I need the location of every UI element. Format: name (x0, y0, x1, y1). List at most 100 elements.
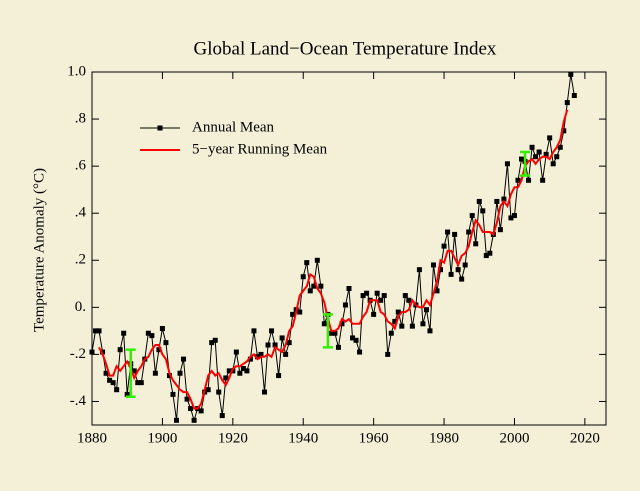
marker (374, 290, 380, 296)
uncertainty-bar (520, 150, 531, 177)
marker (519, 156, 525, 162)
marker (300, 274, 306, 280)
legend-label: 5−year Running Mean (192, 141, 328, 157)
marker (89, 349, 95, 355)
marker (497, 227, 503, 233)
marker (166, 373, 172, 379)
marker (381, 293, 387, 299)
legend-label: Annual Mean (192, 119, 275, 135)
marker (571, 93, 577, 99)
marker (173, 417, 179, 423)
marker (121, 330, 127, 336)
y-axis-label: Temperature Anomaly (°C) (31, 168, 47, 332)
marker (145, 330, 151, 336)
marker (420, 321, 426, 327)
marker (388, 330, 394, 336)
chart-title: Global Land−Ocean Temperature Index (194, 38, 497, 59)
marker (163, 340, 169, 346)
series-line (98, 109, 569, 410)
marker (131, 368, 137, 374)
y-tick-label: 1.0 (67, 63, 86, 79)
marker (304, 260, 310, 266)
marker (339, 321, 345, 327)
marker (550, 161, 556, 167)
marker (350, 335, 356, 341)
marker (138, 380, 144, 386)
marker (430, 262, 436, 268)
marker (459, 276, 465, 282)
marker (114, 387, 120, 393)
x-tick-label: 2000 (499, 430, 529, 446)
marker (360, 293, 366, 299)
marker (272, 342, 278, 348)
marker (100, 349, 106, 355)
marker (462, 262, 468, 268)
x-tick-label: 2020 (570, 430, 600, 446)
marker (353, 337, 359, 343)
marker (244, 368, 250, 374)
marker (364, 290, 370, 296)
marker (181, 356, 187, 362)
marker (543, 151, 549, 157)
marker (378, 297, 384, 303)
marker (526, 177, 532, 183)
marker (395, 309, 401, 315)
marker (149, 333, 155, 339)
marker (247, 356, 253, 362)
marker (135, 380, 141, 386)
marker (307, 288, 313, 294)
marker (279, 335, 285, 341)
plot-frame (91, 71, 607, 426)
marker (452, 231, 458, 237)
marker (335, 344, 341, 350)
marker (297, 309, 303, 315)
marker (494, 198, 500, 204)
x-tick-label: 1980 (429, 430, 459, 446)
x-tick-label: 1940 (288, 430, 318, 446)
marker (483, 253, 489, 259)
marker (205, 387, 211, 393)
marker (557, 144, 563, 150)
marker (455, 267, 461, 273)
y-tick-label: .2 (75, 252, 86, 268)
marker (311, 283, 317, 289)
marker (547, 135, 553, 141)
marker (511, 213, 517, 219)
marker (392, 318, 398, 324)
y-tick-label: .8 (75, 111, 86, 127)
y-tick-label: -.2 (70, 346, 86, 362)
marker (441, 243, 447, 249)
marker (487, 250, 493, 256)
marker (540, 177, 546, 183)
marker (96, 328, 102, 334)
marker (402, 293, 408, 299)
marker (321, 321, 327, 327)
marker (508, 215, 514, 221)
marker (314, 257, 320, 263)
marker (434, 288, 440, 294)
marker (371, 311, 377, 317)
marker (209, 340, 215, 346)
marker (237, 370, 243, 376)
uncertainty-bar (125, 348, 136, 399)
marker (93, 328, 99, 334)
marker (438, 267, 444, 273)
y-tick-label: 0. (75, 299, 86, 315)
marker (399, 323, 405, 329)
marker (473, 241, 479, 247)
marker (156, 347, 162, 353)
marker (328, 330, 334, 336)
marker (283, 351, 289, 357)
marker (107, 377, 113, 383)
marker (159, 326, 165, 332)
uncertainty-bar (322, 313, 333, 349)
marker (251, 328, 257, 334)
x-tick-label: 1960 (359, 430, 389, 446)
marker (219, 413, 225, 419)
legend-marker (157, 125, 163, 131)
marker (469, 213, 475, 219)
marker (265, 342, 271, 348)
marker (445, 229, 451, 235)
